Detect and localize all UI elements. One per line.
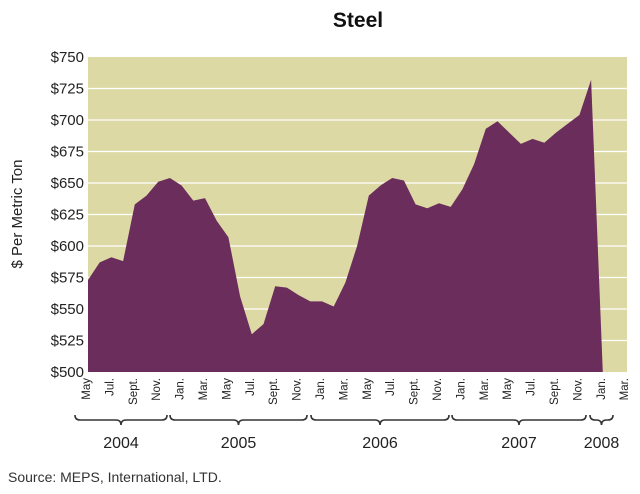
x-tick-label: Jan.: [596, 378, 608, 400]
x-tick-label: Mar.: [198, 378, 210, 400]
x-tick-label: May: [502, 378, 514, 400]
year-groups: 2004 2005 2006 2007 2008: [74, 414, 620, 452]
source-note: Source: MEPS, International, LTD.: [8, 469, 222, 485]
chart-title: Steel: [333, 9, 383, 32]
y-tick-label: $625: [51, 207, 84, 224]
x-tick-label: Mar.: [338, 378, 350, 400]
y-tick-label: $600: [51, 238, 84, 255]
x-tick-label: Jan.: [455, 378, 467, 400]
x-tick-label: Sept.: [128, 378, 140, 405]
year-label: 2005: [221, 435, 257, 452]
x-tick-label: Jan.: [175, 378, 187, 400]
year-brace: [310, 414, 450, 426]
y-tick-label: $675: [51, 144, 84, 161]
y-axis-ticks: $750 $725 $700 $675 $650 $625 $600 $575 $550 $525…: [51, 49, 84, 381]
x-tick-label: Jul.: [526, 378, 538, 396]
x-tick-label: May: [362, 378, 374, 400]
year-brace: [451, 414, 587, 426]
year-brace: [74, 414, 168, 426]
x-tick-label: Sept.: [268, 378, 280, 405]
y-tick-label: $700: [51, 112, 84, 129]
x-tick-label: Jan.: [315, 378, 327, 400]
x-tick-label: Jul.: [385, 378, 397, 396]
x-tick-label: Mar.: [479, 378, 491, 400]
x-tick-label: May: [221, 378, 233, 400]
y-tick-label: $750: [51, 49, 84, 66]
y-tick-label: $550: [51, 301, 84, 318]
y-tick-label: $575: [51, 270, 84, 287]
x-tick-label: Sept.: [549, 378, 561, 405]
x-tick-label: Jul.: [104, 378, 116, 396]
year-label: 2008: [584, 435, 620, 452]
y-tick-label: $650: [51, 175, 84, 192]
y-axis-label: $ Per Metric Ton: [9, 160, 26, 269]
x-axis-ticks: May Jul. Sept. Nov. Jan. Mar. May Jul. Sept. Nov.…: [81, 378, 631, 405]
x-tick-label: Nov.: [432, 378, 444, 401]
year-brace: [169, 414, 308, 426]
x-tick-label: Sept.: [409, 378, 421, 405]
year-label: 2006: [362, 435, 398, 452]
x-tick-label: Nov.: [151, 378, 163, 401]
y-tick-label: $500: [51, 364, 84, 381]
x-tick-label: May: [81, 378, 93, 400]
year-label: 2004: [103, 435, 139, 452]
x-tick-label: Nov.: [572, 378, 584, 401]
year-label: 2007: [501, 435, 537, 452]
y-tick-label: $725: [51, 81, 84, 98]
y-tick-label: $525: [51, 333, 84, 350]
steel-price-area: [88, 79, 615, 372]
year-brace: [589, 414, 614, 426]
x-tick-label: Mar.: [619, 378, 631, 400]
x-tick-label: Jul.: [245, 378, 257, 396]
x-tick-label: Nov.: [292, 378, 304, 401]
